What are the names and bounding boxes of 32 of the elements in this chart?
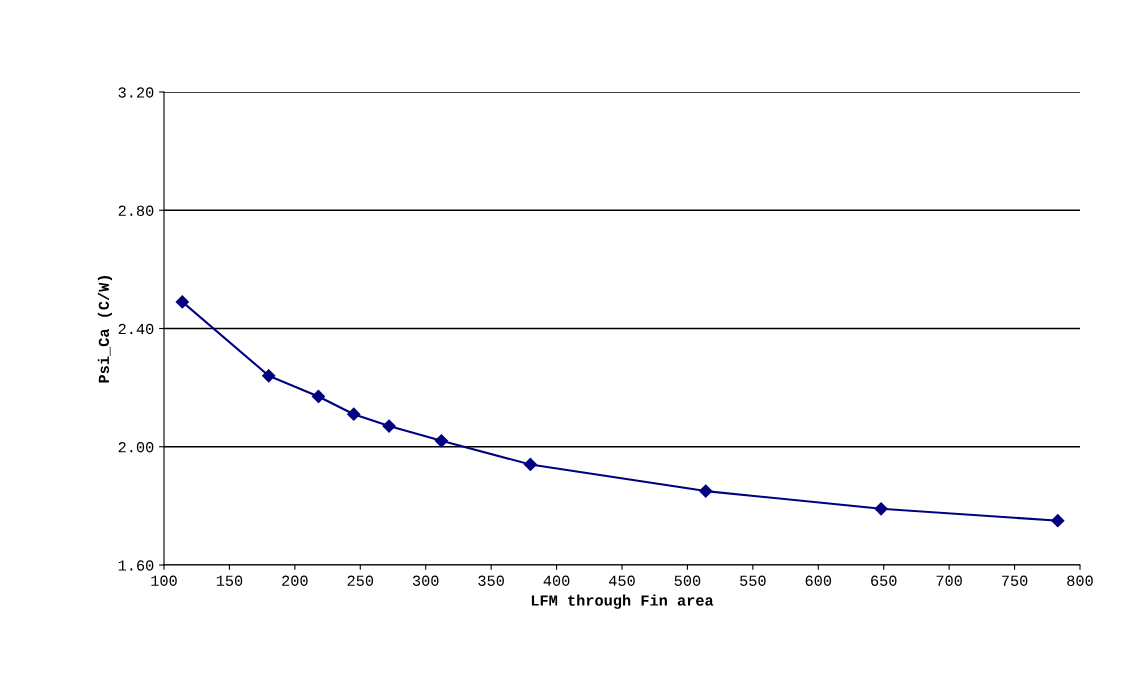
x-tick-label: 550 bbox=[740, 575, 766, 586]
point bbox=[311, 389, 325, 404]
y-tick-label: 2.40 bbox=[118, 323, 154, 335]
x-tick-label: 400 bbox=[543, 575, 570, 586]
x-axis-title: LFM through Fin area bbox=[531, 594, 714, 609]
x-tick-label: 200 bbox=[282, 575, 308, 586]
point bbox=[382, 419, 396, 433]
x-tick-label: 250 bbox=[347, 575, 374, 586]
point bbox=[175, 295, 189, 309]
point bbox=[699, 484, 713, 498]
point bbox=[347, 407, 361, 421]
x-tick-label: 700 bbox=[936, 575, 962, 586]
point bbox=[434, 434, 449, 448]
x-tick-label: 750 bbox=[1002, 575, 1028, 586]
y-tick-label: 3.20 bbox=[118, 87, 154, 98]
point bbox=[523, 457, 537, 472]
x-tick-label: 650 bbox=[871, 575, 897, 586]
x-tick-label: 800 bbox=[1067, 575, 1093, 586]
point bbox=[1051, 514, 1065, 528]
y-axis-title: Psi_Ca (C/W) bbox=[97, 276, 113, 383]
point bbox=[874, 502, 888, 516]
x-tick-label: 350 bbox=[478, 575, 504, 586]
x-tick-label: 150 bbox=[216, 575, 243, 586]
x-tick-label: 500 bbox=[674, 575, 701, 586]
x-tick-label: 450 bbox=[609, 575, 635, 586]
x-tick-label: 100 bbox=[151, 575, 177, 586]
x-tick-label: 300 bbox=[412, 575, 439, 586]
y-tick-label: 2.80 bbox=[118, 205, 154, 216]
point bbox=[262, 369, 276, 383]
y-tick-label: 2.00 bbox=[118, 442, 154, 453]
y-tick-label: 1.60 bbox=[118, 560, 154, 571]
x-tick-label: 600 bbox=[805, 575, 832, 586]
